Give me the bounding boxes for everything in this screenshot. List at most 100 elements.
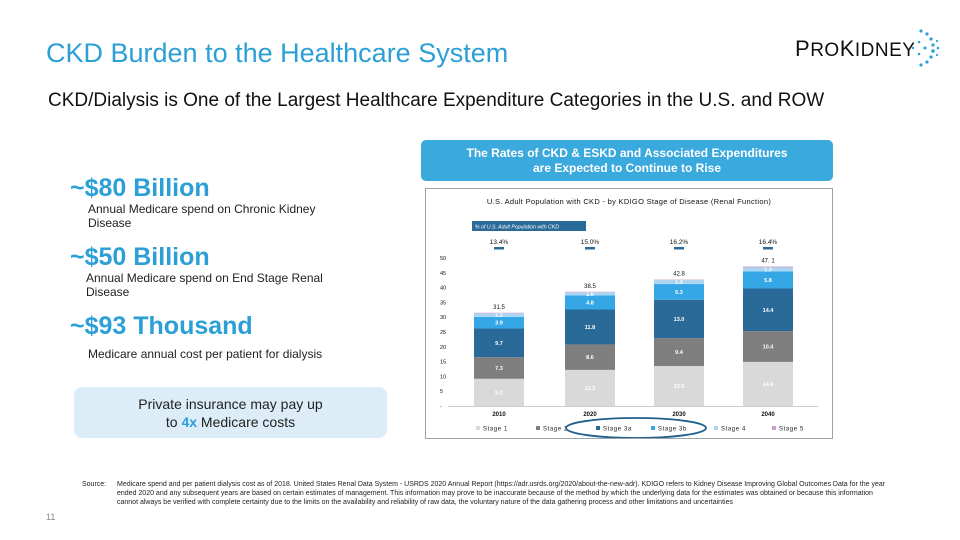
bar-total-label: 31.5	[493, 305, 505, 311]
ckd-stage-chart: U.S. Adult Population with CKD - by KDIG…	[440, 197, 818, 439]
pct-label: 13.4%	[490, 239, 509, 246]
y-tick-label: 25	[440, 330, 446, 336]
bar-value-label: 1.3	[675, 280, 683, 286]
bar-value-label: 13.5	[674, 384, 685, 390]
source-text: Medicare spend and per patient dialysis …	[117, 481, 886, 506]
bar-segment	[474, 378, 524, 406]
private-insurance-callout: Private insurance may pay up to 4x Medic…	[74, 387, 387, 438]
stat-esrd-desc: Annual Medicare spend on End Stage Renal…	[86, 271, 323, 299]
page-title: CKD Burden to the Healthcare System	[46, 38, 509, 68]
stat-ckd-desc: Annual Medicare spend on Chronic Kidney …	[88, 202, 316, 230]
bar-value-label: 10.4	[763, 345, 775, 351]
callout-line-2: to 4x Medicare costs	[165, 414, 296, 430]
bar-value-label: 12.2	[585, 386, 596, 392]
x-tick-label: 2010	[492, 412, 506, 418]
y-tick-label: -	[440, 404, 442, 410]
bar-value-label: 11.8	[585, 325, 595, 331]
bar-value-label: 3.9	[495, 321, 503, 327]
bar-segment	[743, 267, 793, 272]
pct-label: 16.4%	[759, 239, 778, 246]
bar-segment	[474, 313, 524, 317]
y-tick-label: 5	[440, 389, 443, 395]
bar-segment	[654, 299, 704, 339]
bar-value-label: 1.2	[495, 313, 503, 319]
bar-segment	[654, 280, 704, 285]
prokidney-logo: PROKIDNEY	[795, 28, 945, 78]
pct-label: 15.0%	[581, 239, 600, 246]
bar-value-label: 13.0	[674, 317, 685, 323]
legend-swatch	[714, 426, 718, 430]
legend-swatch	[476, 426, 480, 430]
bar-total-label: 47. 1	[761, 259, 775, 265]
legend-label: Stage 3b	[658, 427, 687, 433]
y-tick-label: 30	[440, 315, 446, 321]
y-tick-label: 20	[440, 345, 446, 351]
pct-marker	[494, 247, 504, 250]
bar-value-label: 9.7	[495, 341, 503, 347]
chart-title: U.S. Adult Population with CKD - by KDIG…	[487, 197, 771, 206]
legend-swatch	[651, 426, 655, 430]
bar-value-label: 5.8	[764, 278, 772, 284]
legend-swatch	[536, 426, 540, 430]
bar-segment	[565, 291, 615, 293]
pct-marker	[585, 247, 595, 250]
x-tick-label: 2020	[583, 412, 597, 418]
bar-value-label: 1.3	[764, 267, 772, 273]
y-tick-label: 40	[440, 286, 446, 292]
bar-value-label: 1.0	[586, 292, 594, 298]
bar-value-label: 9.2	[495, 390, 503, 396]
bar-value-label: 14.4	[763, 308, 775, 314]
bar-value-label: 5.3	[675, 290, 683, 296]
legend-label: Stage 5	[779, 427, 804, 433]
bar-segment	[654, 284, 704, 300]
bar-segment	[654, 279, 704, 281]
bar-segment	[474, 316, 524, 329]
y-tick-label: 35	[440, 300, 446, 306]
chart-banner: The Rates of CKD & ESKD and Associated E…	[421, 140, 833, 181]
stat-dialysis-desc: Medicare annual cost per patient for dia…	[88, 347, 323, 361]
y-tick-label: 50	[440, 256, 446, 262]
source-label: Source:	[82, 481, 107, 488]
bar-segment	[565, 295, 615, 310]
bar-segment	[474, 357, 524, 379]
bar-value-label: 9.4	[675, 350, 684, 356]
bar-value-label: 14.9	[763, 382, 774, 388]
logo-dots-icon	[911, 29, 940, 67]
legend-label: Stage 2	[543, 427, 568, 433]
page-number: 11	[46, 512, 56, 522]
y-tick-label: 45	[440, 271, 446, 277]
legend-swatch	[772, 426, 776, 430]
bar-segment	[474, 328, 524, 358]
ckd-chart-frame: U.S. Adult Population with CKD - by KDIG…	[425, 188, 833, 439]
bar-segment	[565, 292, 615, 296]
bar-segment	[743, 271, 793, 289]
bar-segment	[474, 312, 524, 314]
stat-esrd-value: ~$50 Billion	[70, 243, 210, 271]
bar-segment	[654, 366, 704, 406]
y-tick-label: 10	[440, 374, 446, 380]
x-tick-label: 2040	[761, 412, 775, 418]
bar-value-label: 4.8	[586, 300, 594, 306]
bar-segment	[565, 369, 615, 406]
bar-value-label: 8.6	[586, 355, 594, 361]
bar-segment	[743, 288, 793, 332]
legend-label: Stage 4	[721, 427, 746, 433]
pct-annotation-label: % of U.S. Adult Population with CKD	[475, 225, 559, 231]
bar-total-label: 42.8	[673, 271, 685, 277]
x-tick-label: 2030	[672, 412, 686, 418]
bar-segment	[565, 344, 615, 370]
bar-segment	[743, 266, 793, 268]
legend-label: Stage 3a	[603, 427, 632, 433]
banner-line-2: are Expected to Continue to Rise	[532, 161, 722, 175]
slide-subtitle: CKD/Dialysis is One of the Largest Healt…	[48, 90, 825, 111]
bar-segment	[743, 361, 793, 406]
y-tick-label: 15	[440, 360, 446, 366]
pct-label: 16.2%	[670, 239, 689, 246]
banner-line-1: The Rates of CKD & ESKD and Associated E…	[466, 146, 788, 160]
logo-text: PROKIDNEY	[795, 36, 916, 61]
bar-segment	[654, 338, 704, 367]
bar-segment	[743, 331, 793, 362]
stat-dialysis-value: ~$93 Thousand	[70, 312, 253, 340]
legend-swatch	[596, 426, 600, 430]
pct-marker	[763, 247, 773, 250]
